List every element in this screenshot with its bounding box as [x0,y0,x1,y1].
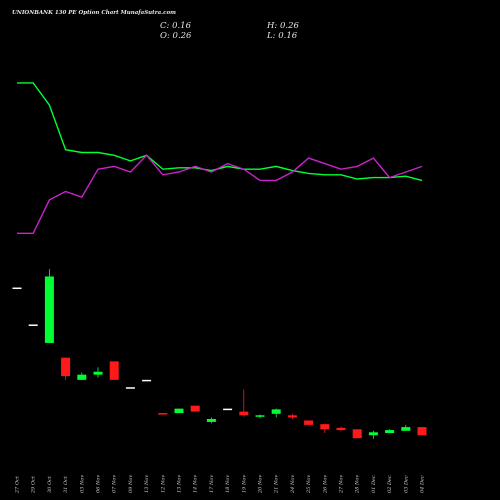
candle-body [44,276,54,343]
x-tick-label: 29 Oct [31,475,37,494]
candle-body [336,427,346,431]
x-axis-tick-labels: 27 Oct 29 Oct 30 Oct 31 Oct 03 Nov 06 Nov 07 N… [15,475,426,494]
candle-body [287,415,297,418]
x-tick-label: 25 Nov [306,475,312,494]
x-tick-label: 12 Nov [160,475,166,493]
x-tick-label: 27 Oct [15,475,21,494]
candle-body [223,408,233,411]
x-tick-label: 28 Nov [355,475,361,494]
candle-body [109,361,119,380]
candle-body [385,430,395,434]
x-tick-label: 02 Dec [387,475,393,493]
indicator-line-2 [17,154,423,235]
x-tick-label: 01 Dec [371,475,377,493]
close-value: C: 0.16 [160,21,192,31]
x-tick-label: 06 Nov [96,475,102,493]
candle-body [352,429,362,439]
x-tick-label: 04 Dec [420,475,426,493]
x-tick-label: 31 Oct [63,475,69,493]
x-tick-label: 30 Oct [47,475,53,493]
x-tick-label: 09 Nov [128,475,134,493]
x-tick-label: 13 Nov [144,475,150,493]
low-value: L: 0.16 [266,31,298,41]
candle-body [320,424,330,430]
candle-body [12,287,22,290]
candle-body [93,371,103,375]
high-value: H: 0.26 [266,21,299,31]
x-tick-label: 24 Nov [290,475,296,494]
candle-body [417,427,427,436]
x-tick-label: 27 Nov [339,475,345,494]
candle-body [206,418,216,422]
candlestick-series [12,269,427,439]
x-tick-label: 17 Nov [209,475,215,493]
chart-title: UNIONBANK 130 PE Option Chart MunafaSutr… [12,10,176,16]
candle-body [28,324,38,326]
x-tick-label: 19 Nov [241,475,247,493]
x-tick-label: 03 Dec [403,475,409,493]
candle-body [125,387,135,389]
x-tick-label: 18 Nov [225,475,231,493]
x-tick-label: 07 Nov [112,475,118,493]
candle-body [271,409,281,414]
x-tick-label: 14 Nov [193,475,199,493]
candle-body [304,420,314,425]
candle-body [174,408,184,414]
open-value: O: 0.26 [160,31,192,41]
candle-body [190,405,200,412]
x-tick-label: 03 Nov [79,475,85,493]
candle-body [142,379,152,382]
candle-body [61,357,71,377]
x-tick-label: 20 Nov [258,475,264,494]
candle-body [239,411,249,416]
indicator-lines [17,82,423,235]
candle-body [401,427,411,431]
candle-body [158,413,168,415]
x-tick-label: 26 Nov [322,475,328,494]
candle-body [77,374,87,380]
x-tick-label: 21 Nov [274,475,280,494]
candle-body [368,432,378,436]
candle-body [255,415,265,417]
x-tick-label: 13 Nov [177,475,183,493]
